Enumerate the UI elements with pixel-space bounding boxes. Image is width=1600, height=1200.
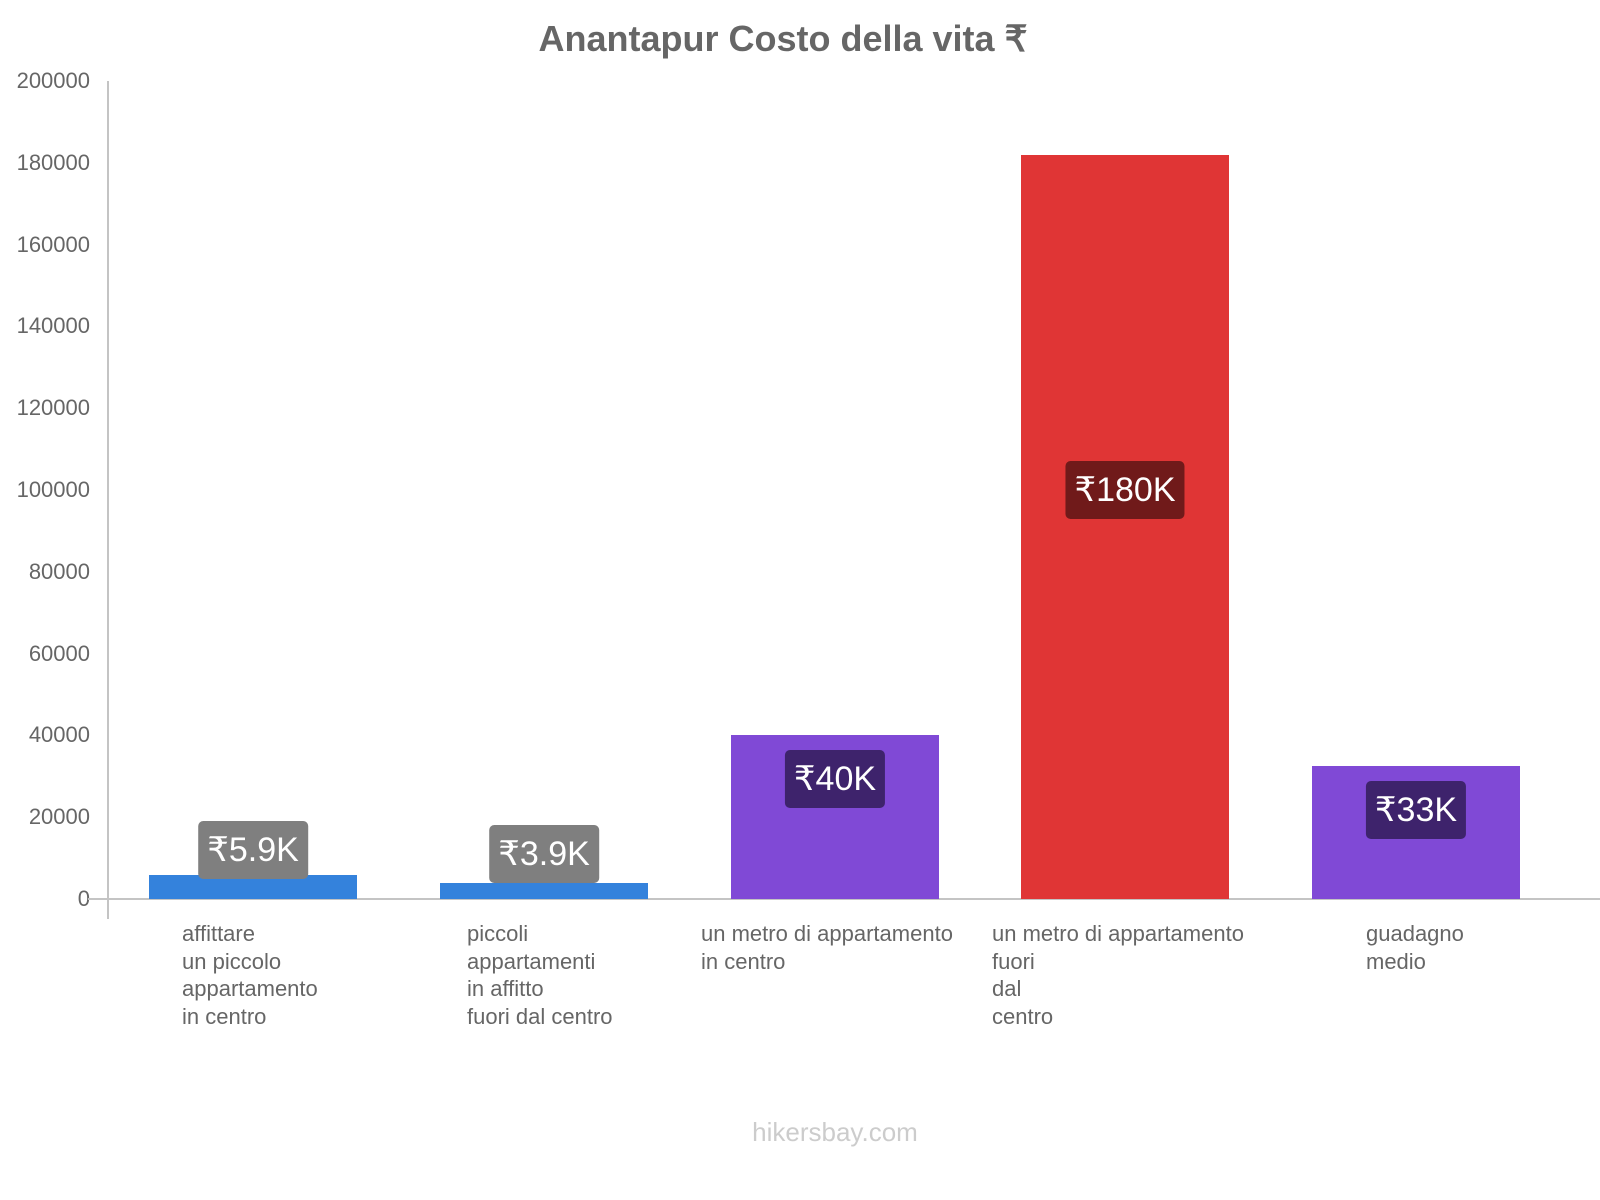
x-category-label: piccoli appartamenti in affitto fuori da… [467, 921, 613, 1029]
value-badge: ₹5.9K [198, 821, 308, 879]
y-tick-label: 60000 [28, 640, 90, 666]
value-badge: ₹180K [1065, 461, 1185, 519]
y-tick-label: 200000 [16, 68, 90, 93]
watermark: hikersbay.com [752, 1117, 918, 1147]
x-category-label: guadagno medio [1366, 921, 1464, 974]
y-tick-label: 140000 [16, 313, 90, 339]
y-tick-label: 40000 [28, 722, 90, 748]
x-category-label: affittare un piccolo appartamento in cen… [182, 921, 318, 1029]
x-category-label: un metro di appartamento fuori dal centr… [992, 921, 1244, 1029]
x-category-label: un metro di appartamento in centro [701, 921, 953, 974]
y-tick-label: 80000 [28, 558, 90, 584]
y-tick-label: 20000 [28, 804, 90, 830]
y-tick-label: 160000 [16, 231, 90, 257]
y-tick-label: 0 [77, 886, 90, 911]
x-axis-line [88, 898, 1600, 900]
value-badge: ₹33K [1365, 781, 1467, 840]
chart-title: Anantapur Costo della vita ₹ [538, 18, 1028, 59]
bar[interactable] [440, 883, 648, 899]
y-axis-line [107, 81, 109, 919]
y-tick-label: 180000 [16, 149, 90, 175]
bar[interactable] [1021, 154, 1229, 899]
value-badge: ₹40K [784, 750, 886, 809]
y-tick-label: 120000 [16, 395, 90, 421]
value-badge: ₹3.9K [489, 825, 599, 883]
y-tick-label: 100000 [16, 477, 90, 502]
